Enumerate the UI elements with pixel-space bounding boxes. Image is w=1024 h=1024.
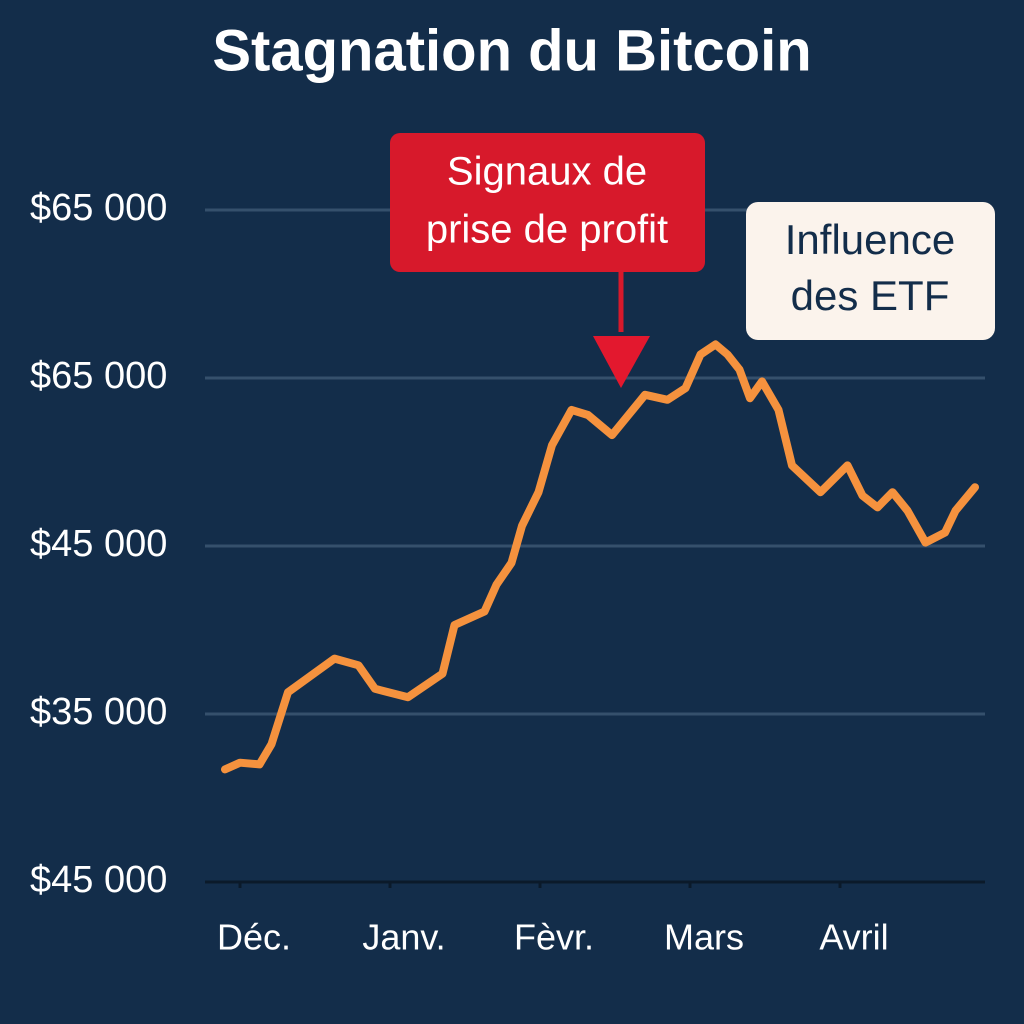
y-tick-label: $65 000 — [30, 355, 167, 397]
annotation-text: des ETF — [791, 272, 950, 319]
y-tick-label: $35 000 — [30, 691, 167, 733]
chart-title: Stagnation du Bitcoin — [212, 18, 811, 83]
x-tick-label: Mars — [664, 917, 744, 958]
x-tick-label: Déc. — [217, 917, 291, 958]
price-line — [221, 340, 979, 774]
y-tick-label: $45 000 — [30, 859, 167, 901]
annotation-text: Influence — [785, 216, 955, 263]
y-tick-label: $65 000 — [30, 187, 167, 229]
y-tick-label: $45 000 — [30, 523, 167, 565]
annotation-arrowhead — [593, 336, 650, 388]
annotation-box — [746, 202, 995, 340]
annotation-text: prise de profit — [426, 208, 668, 252]
x-tick-label: Fèvr. — [514, 917, 594, 958]
annotation-box — [390, 133, 705, 272]
annotation-text: Signaux de — [447, 150, 647, 194]
x-tick-label: Janv. — [362, 917, 445, 958]
x-tick-label: Avril — [819, 917, 888, 958]
